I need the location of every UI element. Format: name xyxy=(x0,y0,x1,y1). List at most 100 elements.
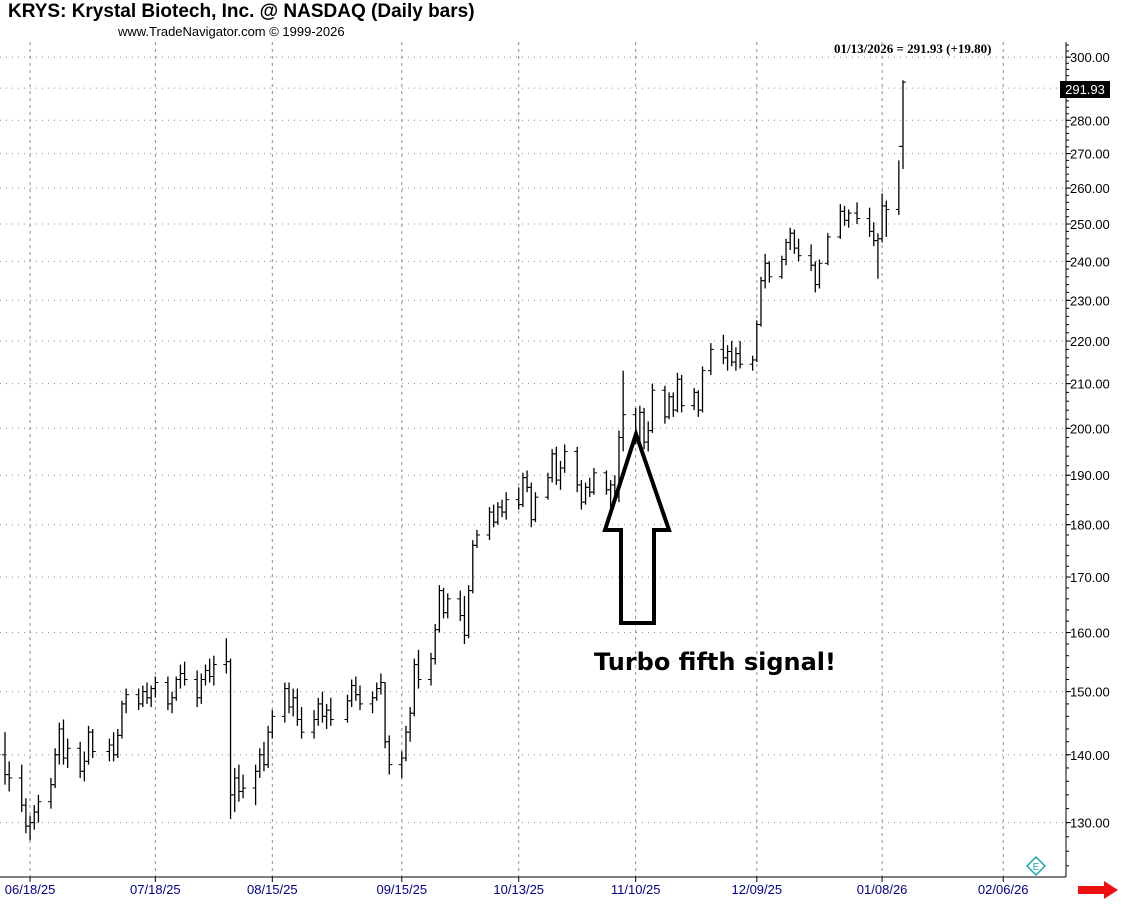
ohlc-bar xyxy=(290,688,297,717)
diamond-e-icon[interactable]: E xyxy=(1026,856,1046,876)
ohlc-bar xyxy=(808,244,815,271)
ohlc-bar xyxy=(235,764,242,802)
ohlc-bar xyxy=(444,593,451,619)
y-tick-label: 180.00 xyxy=(1070,518,1110,533)
ohlc-bar xyxy=(206,658,213,683)
ohlc-bar xyxy=(27,815,34,841)
ohlc-bar xyxy=(874,233,881,279)
ohlc-bar xyxy=(574,446,581,493)
up-arrow-annotation xyxy=(602,427,672,625)
ohlc-bar xyxy=(795,238,802,262)
ohlc-bar xyxy=(223,638,230,674)
y-tick-label: 130.00 xyxy=(1070,816,1110,831)
axis-frame xyxy=(0,42,1067,878)
ohlc-bar xyxy=(369,691,376,714)
ohlc-bar xyxy=(461,596,468,645)
ohlc-bar xyxy=(315,697,322,726)
ohlc-bar xyxy=(85,725,92,765)
ohlc-bar xyxy=(123,688,130,714)
x-axis-ticks: 06/18/25 07/18/25 08/15/25 09/15/25 10/13/25… xyxy=(5,877,1029,897)
ohlc-bar xyxy=(603,470,610,495)
ohlc-bar xyxy=(699,366,706,413)
y-axis-ticks: 300.00290.00280.00270.00260.00250.00240.… xyxy=(1060,44,1110,867)
ohlc-bar xyxy=(724,345,731,371)
ohlc-bar xyxy=(749,355,756,371)
ohlc-bar xyxy=(231,767,238,813)
svg-text:E: E xyxy=(1033,862,1040,873)
ohlc-bar xyxy=(164,676,171,711)
ohlc-bar xyxy=(753,320,760,363)
ohlc-bar xyxy=(645,421,652,452)
y-tick-label: 250.00 xyxy=(1070,217,1110,232)
ohlc-bar xyxy=(240,774,247,799)
ohlc-bar xyxy=(762,253,769,289)
ohlc-bar xyxy=(210,655,217,686)
ohlc-bar xyxy=(532,492,539,523)
ohlc-bar xyxy=(77,741,84,778)
ohlc-bar xyxy=(473,529,480,548)
ohlc-bar xyxy=(469,540,476,594)
y-tick-label: 270.00 xyxy=(1070,147,1110,162)
y-tick-label: 200.00 xyxy=(1070,421,1110,436)
ohlc-bar xyxy=(732,347,739,371)
ohlc-bar xyxy=(81,751,88,782)
chart-title: KRYS: Krystal Biotech, Inc. @ NASDAQ (Da… xyxy=(8,1,475,22)
ohlc-bar xyxy=(348,679,355,708)
y-tick-label: 190.00 xyxy=(1070,468,1110,483)
ohlc-bar xyxy=(561,444,568,473)
last-price-marker: 291.93 xyxy=(1060,81,1110,98)
ohlc-bar xyxy=(323,703,330,729)
ohlc-bar xyxy=(194,670,201,708)
ohlc-bar xyxy=(787,227,794,251)
ohlc-bar xyxy=(707,343,714,375)
ohlc-bar xyxy=(114,728,121,759)
ohlc-bar xyxy=(344,694,351,723)
ohlc-bar xyxy=(816,259,823,289)
ohlc-bar xyxy=(135,688,142,711)
ohlc-bar xyxy=(47,777,54,809)
y-tick-label: 150.00 xyxy=(1070,685,1110,700)
ohlc-bar xyxy=(879,193,886,243)
ohlc-bar xyxy=(590,468,597,495)
ohlc-bar xyxy=(720,334,727,365)
y-tick-label: 230.00 xyxy=(1070,293,1110,308)
x-tick-label: 11/10/25 xyxy=(611,882,661,897)
ohlc-bar xyxy=(398,751,405,778)
ohlc-bar xyxy=(465,585,472,639)
ohlc-bar xyxy=(327,697,334,726)
ohlc-bar xyxy=(286,682,293,714)
ohlc-bar xyxy=(678,374,685,413)
ohlc-bar xyxy=(52,748,59,789)
y-tick-label: 170.00 xyxy=(1070,570,1110,585)
ohlc-bar xyxy=(499,499,506,518)
ohlc-bar xyxy=(854,202,861,225)
ohlc-bar xyxy=(6,761,13,792)
x-tick-label: 12/09/25 xyxy=(732,882,783,897)
ohlc-bar xyxy=(382,682,389,749)
ohlc-bar xyxy=(544,472,551,500)
ohlc-bar xyxy=(766,261,773,283)
ohlc-bar xyxy=(494,502,501,525)
ohlc-bar xyxy=(22,798,29,834)
y-tick-label: 160.00 xyxy=(1070,626,1110,641)
ohlc-bar xyxy=(386,735,393,775)
ohlc-bar xyxy=(641,407,648,450)
ohlc-bar xyxy=(582,482,589,505)
ohlc-bar xyxy=(691,387,698,411)
ohlc-bar xyxy=(824,233,831,266)
right-arrow-icon[interactable] xyxy=(1076,880,1120,900)
ohlc-bar xyxy=(89,728,96,759)
ohlc-bar xyxy=(737,341,744,369)
ohlc-bar xyxy=(402,725,409,762)
ohlc-bar xyxy=(294,688,301,726)
ohlc-bar xyxy=(837,204,844,239)
ohlc-bar xyxy=(319,691,326,723)
signal-annotation: Turbo fifth signal! xyxy=(594,648,836,676)
ohlc-bar xyxy=(260,741,267,772)
ohlc-bar xyxy=(436,585,443,633)
ohlc-bar xyxy=(791,229,798,254)
ohlc-bar xyxy=(181,661,188,686)
ohlc-bar xyxy=(311,710,318,739)
ohlc-bar xyxy=(649,383,656,433)
x-tick-label: 09/15/25 xyxy=(376,882,427,897)
